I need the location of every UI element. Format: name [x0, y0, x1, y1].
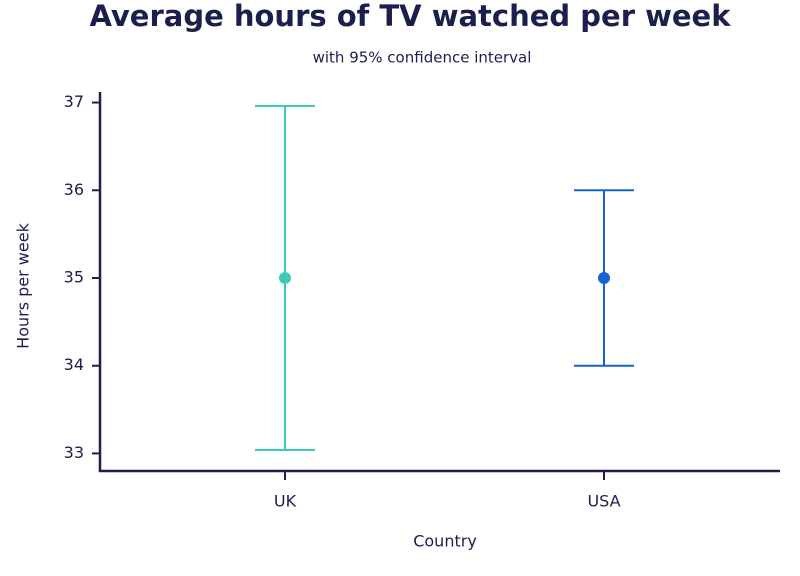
- x-tick-label: USA: [587, 492, 620, 511]
- chart-title: Average hours of TV watched per week: [89, 0, 731, 33]
- y-tick-label: 37: [64, 92, 84, 111]
- x-axis-label: Country: [413, 532, 477, 551]
- chart-subtitle: with 95% confidence interval: [313, 49, 532, 67]
- point: [279, 271, 291, 284]
- point: [598, 271, 610, 284]
- y-tick-label: 33: [64, 443, 84, 462]
- y-axis-label: Hours per week: [14, 222, 33, 348]
- y-tick-label: 36: [64, 180, 84, 199]
- x-tick-label: UK: [274, 492, 297, 511]
- y-tick-label: 35: [64, 267, 84, 286]
- y-tick-label: 34: [64, 355, 84, 374]
